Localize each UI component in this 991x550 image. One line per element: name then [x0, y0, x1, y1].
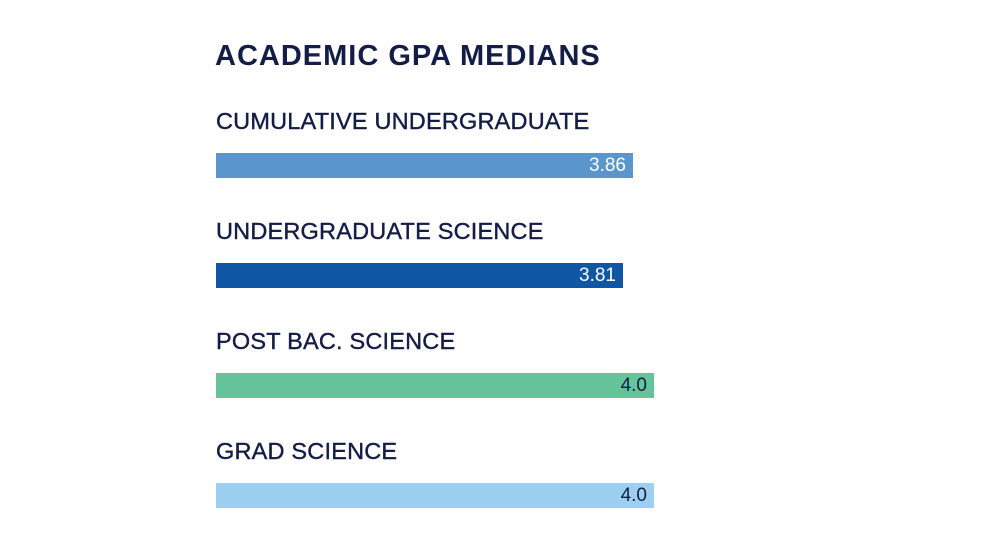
bar-value: 3.81 — [579, 264, 616, 286]
bar-value: 4.0 — [620, 484, 647, 506]
bar-undergraduate-science: 3.81 — [216, 263, 623, 288]
row-label-post-bac-science: POST BAC. SCIENCE — [216, 328, 456, 354]
bar-grad-science: 4.0 — [216, 483, 654, 508]
row-label-grad-science: GRAD SCIENCE — [216, 438, 398, 464]
row-label-undergraduate-science: UNDERGRADUATE SCIENCE — [216, 218, 544, 244]
row-label-cumulative-undergraduate: CUMULATIVE UNDERGRADUATE — [216, 108, 590, 134]
bar-post-bac-science: 4.0 — [216, 373, 654, 398]
chart-title: ACADEMIC GPA MEDIANS — [215, 40, 601, 72]
bar-cumulative-undergraduate: 3.86 — [216, 153, 633, 178]
bar-value: 4.0 — [620, 374, 647, 396]
bar-value: 3.86 — [589, 154, 626, 176]
